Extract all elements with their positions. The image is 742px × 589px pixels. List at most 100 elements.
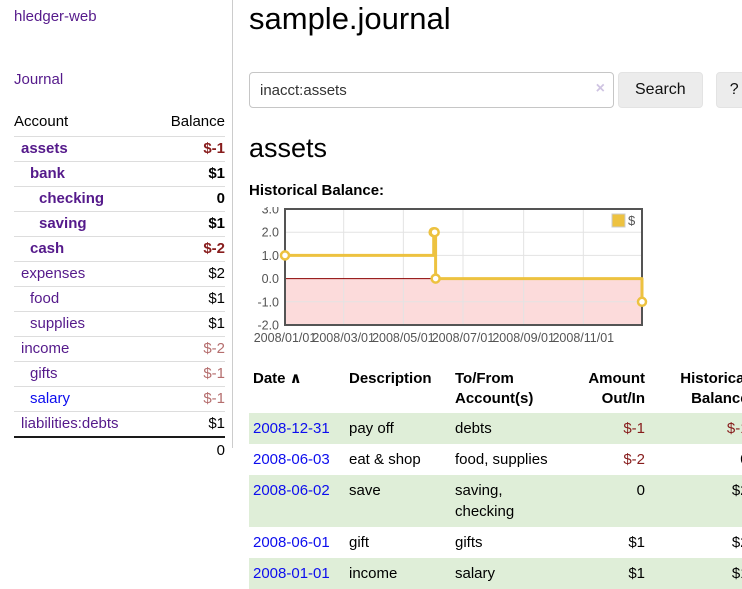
- register-row: 2008-06-03 eat & shop food, supplies $-20: [249, 444, 742, 475]
- date-link[interactable]: 2008-12-31: [253, 419, 330, 437]
- date-link[interactable]: 2008-06-02: [253, 481, 330, 499]
- register-row: 2008-06-01 gift gifts $1 $2: [249, 527, 742, 558]
- y-axis-tick-label: 2.0: [262, 225, 279, 239]
- date-link[interactable]: 2008-01-01: [253, 564, 330, 582]
- date-cell: 2008-06-02: [249, 474, 345, 527]
- x-axis-tick-label: 2008/07/01: [432, 331, 495, 345]
- sidebar-account-row: food $1: [14, 286, 225, 312]
- account-balance: $1: [152, 286, 225, 312]
- sidebar-account-row: income $-2: [14, 336, 225, 362]
- x-axis-tick-label: 2008/01/01: [254, 331, 317, 345]
- help-button[interactable]: ?: [715, 72, 742, 109]
- accounts-header-row: Account Balance: [14, 110, 225, 137]
- balance-cell: $-1: [649, 412, 742, 444]
- app-title-link[interactable]: hledger-web: [14, 8, 97, 25]
- date-link[interactable]: 2008-06-03: [253, 450, 330, 468]
- search-button[interactable]: Search: [618, 72, 703, 109]
- sidebar-account-row: salary $-1: [14, 386, 225, 412]
- description-cell: pay off: [345, 412, 451, 444]
- register-header-row: Date ∧ Description To/From Account(s) Amoun…: [249, 365, 742, 413]
- account-link[interactable]: salary: [30, 390, 71, 407]
- sidebar-account-row: saving $1: [14, 211, 225, 237]
- sidebar-account-row: liabilities:debts $1: [14, 411, 225, 438]
- account-link[interactable]: cash: [30, 240, 65, 257]
- account-name-cell: food: [14, 286, 153, 312]
- y-axis-tick-label: -2.0: [257, 318, 279, 332]
- main-content: sample.journal × Search ? assets Histori…: [233, 0, 742, 589]
- accounts-total-balance: 0: [152, 436, 225, 464]
- accounts-cell: gifts: [455, 533, 483, 551]
- description-cell: eat & shop: [349, 450, 421, 468]
- account-name-cell: checking: [14, 186, 153, 212]
- data-point-marker: [636, 296, 648, 307]
- legend-label: $: [628, 213, 636, 228]
- register-col-date[interactable]: Date ∧: [253, 369, 302, 387]
- chart-svg: $3.0 2.0 1.0 0.0 -1.0 -2.02008/01/012008/03/0…: [254, 202, 648, 345]
- balance-cell: $1: [649, 557, 742, 589]
- amount-cell: $1: [628, 533, 645, 551]
- account-name-cell: assets: [14, 136, 153, 162]
- amount-cell: $-2: [623, 450, 645, 468]
- sidebar-account-row: gifts $-1: [14, 361, 225, 387]
- date-link[interactable]: 2008-06-01: [253, 533, 330, 551]
- y-axis-tick-label: 1.0: [262, 249, 279, 263]
- accounts-cell: food, supplies: [455, 450, 548, 468]
- account-balance: $1: [152, 411, 225, 438]
- account-name-cell: expenses: [14, 261, 153, 287]
- account-link[interactable]: liabilities:debts: [21, 415, 119, 432]
- legend-swatch-icon: [611, 213, 626, 228]
- account-name-cell: liabilities:debts: [14, 411, 153, 438]
- sidebar-account-row: supplies $1: [14, 311, 225, 337]
- account-link[interactable]: food: [30, 290, 60, 307]
- balance-chart[interactable]: $3.0 2.0 1.0 0.0 -1.0 -2.0 2008/01/01 2008/03/0…: [249, 202, 742, 351]
- register-col-to-from-account-s: To/From Account(s): [455, 369, 534, 407]
- amount-cell: 0: [563, 474, 649, 527]
- accounts-cell: salary: [451, 557, 563, 589]
- accounts-cell: saving, checking: [451, 474, 563, 527]
- account-balance: $1: [152, 211, 225, 237]
- balance-cell: $2: [731, 533, 742, 551]
- app-title: hledger-web: [14, 8, 225, 25]
- account-link[interactable]: income: [21, 340, 70, 357]
- sidebar-account-row: cash $-2: [14, 236, 225, 262]
- accounts-total-spacer: [14, 436, 153, 464]
- account-balance: $-1: [152, 386, 225, 412]
- account-balance: 0: [152, 186, 225, 212]
- accounts-table: Account Balance assets $-1 bank $1 checking 0…: [14, 110, 225, 464]
- account-balance: $2: [152, 261, 225, 287]
- sidebar-item-journal[interactable]: Journal: [14, 71, 64, 88]
- account-link[interactable]: saving: [39, 215, 87, 232]
- account-link[interactable]: bank: [30, 165, 66, 182]
- data-point-marker: [429, 226, 440, 238]
- accounts-total-row: 0: [14, 436, 225, 464]
- account-link[interactable]: checking: [39, 190, 105, 207]
- search-input[interactable]: [249, 72, 614, 109]
- account-name-cell: salary: [14, 386, 153, 412]
- clear-search-icon[interactable]: ×: [595, 80, 605, 98]
- register-col-historical-balance: Historical Balance: [680, 369, 742, 407]
- accounts-header-account: Account: [14, 110, 153, 137]
- plot-border: [284, 207, 643, 326]
- page-title: sample.journal: [249, 1, 451, 36]
- register-table: Date ∧ Description To/From Account(s) Amoun…: [249, 365, 742, 589]
- account-name-cell: saving: [14, 211, 153, 237]
- sidebar-account-row: bank $1: [14, 161, 225, 187]
- register-col-amount-out-in: Amount Out/In: [588, 369, 645, 407]
- account-link[interactable]: supplies: [30, 315, 86, 332]
- amount-cell: $-1: [563, 412, 649, 444]
- account-name-cell: supplies: [14, 311, 153, 337]
- date-cell: 2008-06-01: [249, 527, 345, 558]
- y-axis-tick-label: 3.0: [262, 207, 279, 217]
- account-name-cell: gifts: [14, 361, 153, 387]
- account-link[interactable]: assets: [21, 140, 68, 157]
- date-cell: 2008-12-31: [249, 412, 345, 444]
- description-cell: income: [345, 557, 451, 589]
- account-link[interactable]: gifts: [30, 365, 58, 382]
- account-balance: $-1: [152, 136, 225, 162]
- account-link[interactable]: expenses: [21, 265, 86, 282]
- search-form: × Search ?: [249, 72, 742, 109]
- amount-cell: $1: [563, 557, 649, 589]
- account-balance: $1: [152, 311, 225, 337]
